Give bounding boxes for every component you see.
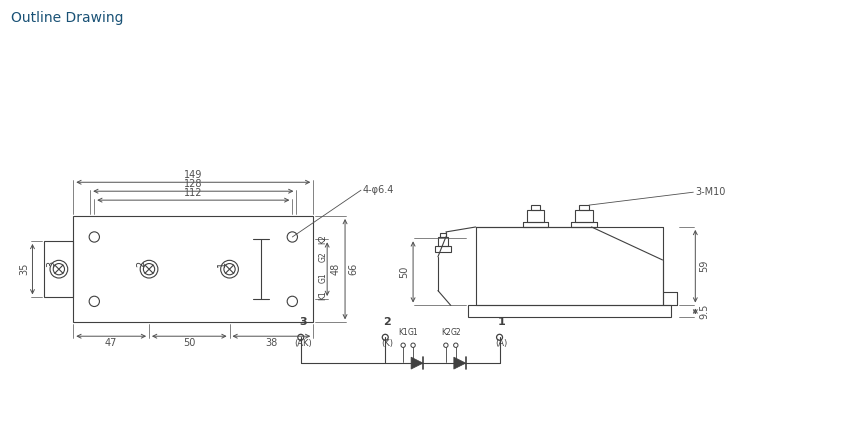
Text: 38: 38 <box>265 338 278 348</box>
Polygon shape <box>454 357 466 369</box>
Text: 35: 35 <box>20 263 30 275</box>
Text: 1: 1 <box>498 318 505 327</box>
Text: (A): (A) <box>495 339 508 348</box>
Bar <box>527 210 544 222</box>
Text: 50: 50 <box>399 266 409 278</box>
Text: 50: 50 <box>183 338 195 348</box>
Bar <box>435 246 451 252</box>
Text: K2: K2 <box>441 328 451 337</box>
Text: (AK): (AK) <box>294 339 312 348</box>
Text: 47: 47 <box>105 338 118 348</box>
Text: (K): (K) <box>381 339 394 348</box>
Text: 3: 3 <box>46 261 56 267</box>
Text: K2: K2 <box>318 235 327 244</box>
Text: K1: K1 <box>318 290 327 300</box>
Text: 2: 2 <box>383 318 391 327</box>
Text: 66: 66 <box>348 263 358 275</box>
Text: 4-φ6.4: 4-φ6.4 <box>363 185 394 195</box>
Bar <box>531 205 540 210</box>
Text: 48: 48 <box>330 263 340 275</box>
Bar <box>579 205 589 210</box>
Text: 1: 1 <box>216 261 227 267</box>
Text: G2: G2 <box>318 251 327 262</box>
Bar <box>575 210 593 222</box>
Text: 112: 112 <box>184 188 203 198</box>
Text: 59: 59 <box>699 260 709 273</box>
Text: 3: 3 <box>299 318 307 327</box>
Text: 149: 149 <box>184 170 203 180</box>
Text: K1: K1 <box>398 328 408 337</box>
Bar <box>440 233 446 237</box>
Bar <box>468 306 671 318</box>
Bar <box>438 237 448 246</box>
Bar <box>44 241 73 297</box>
Bar <box>73 216 314 322</box>
Text: G1: G1 <box>318 273 327 283</box>
Text: 9.5: 9.5 <box>699 304 709 319</box>
Text: G2: G2 <box>451 328 461 337</box>
Polygon shape <box>412 357 423 369</box>
Text: G1: G1 <box>408 328 418 337</box>
Text: 128: 128 <box>184 179 203 189</box>
Text: Outline Drawing: Outline Drawing <box>10 11 123 25</box>
Text: 2: 2 <box>136 261 146 267</box>
Text: 3-M10: 3-M10 <box>695 187 726 197</box>
